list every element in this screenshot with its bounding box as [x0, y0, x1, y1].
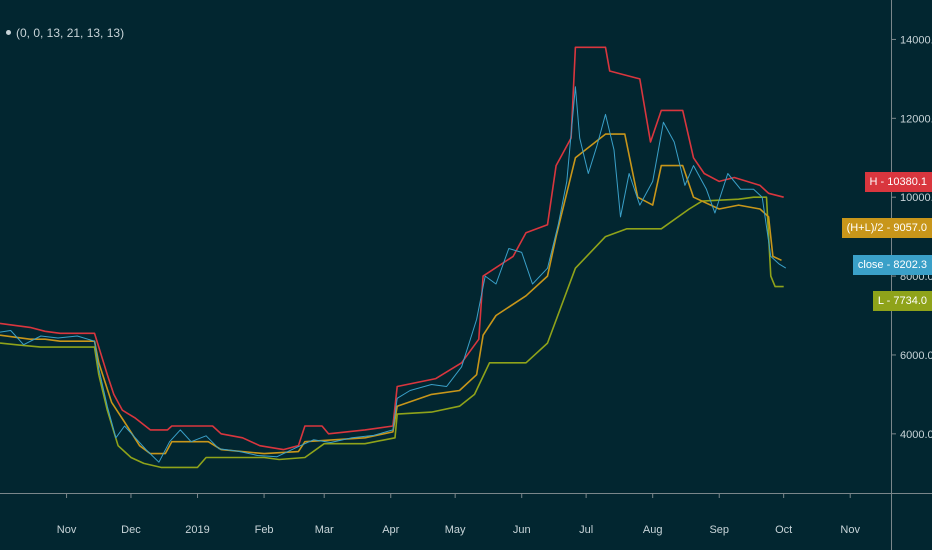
high-tag-value: 10380.1	[887, 176, 927, 188]
x-tick-label: Jul	[579, 524, 593, 536]
mid-tag-name: (H+L)/2	[846, 222, 884, 234]
x-tick-label: Jun	[513, 524, 531, 536]
mid-tag-value: 9057.0	[893, 222, 927, 234]
indicator-legend[interactable]: (0, 0, 13, 21, 13, 13)	[6, 26, 124, 40]
high-tag-name: H	[869, 176, 878, 188]
x-tick-label: Nov	[840, 524, 860, 536]
x-tick-label: Apr	[382, 524, 399, 536]
x-tick-label: Aug	[643, 524, 663, 536]
x-tick-label: Sep	[709, 524, 729, 536]
mid-series-line	[0, 133, 782, 455]
y-tick-label: 4000.0	[900, 429, 932, 441]
x-tick-label: 2019	[185, 524, 209, 536]
x-tick-label: Feb	[255, 524, 274, 536]
low-price-tag: L - 7734.0	[872, 291, 932, 311]
x-tick-label: Oct	[775, 524, 792, 536]
x-tick-label: Mar	[315, 524, 334, 536]
high-series-line	[0, 46, 784, 451]
low-tag-name: L	[877, 295, 884, 307]
x-tick-label: Dec	[121, 524, 141, 536]
y-tick-label: 6000.0	[900, 350, 932, 362]
y-tick-label: 10000.0	[900, 192, 932, 204]
close-tag-value: 8202.3	[893, 259, 927, 271]
close-series-line	[0, 86, 787, 463]
x-tick-label: May	[445, 524, 466, 536]
mid-price-tag: (H+L)/2 - 9057.0	[841, 218, 932, 238]
close-price-tag: close - 8202.3	[852, 255, 932, 275]
legend-params: (0, 0, 13, 21, 13, 13)	[16, 26, 125, 40]
high-price-tag: H - 10380.1	[864, 172, 932, 192]
x-tick-label: Nov	[57, 524, 77, 536]
legend-dot-icon	[6, 30, 11, 36]
close-tag-name: close	[857, 259, 884, 271]
y-tick-label: 14000.0	[900, 34, 932, 46]
low-tag-value: 7734.0	[893, 295, 927, 307]
y-tick-label: 12000.0	[900, 113, 932, 125]
